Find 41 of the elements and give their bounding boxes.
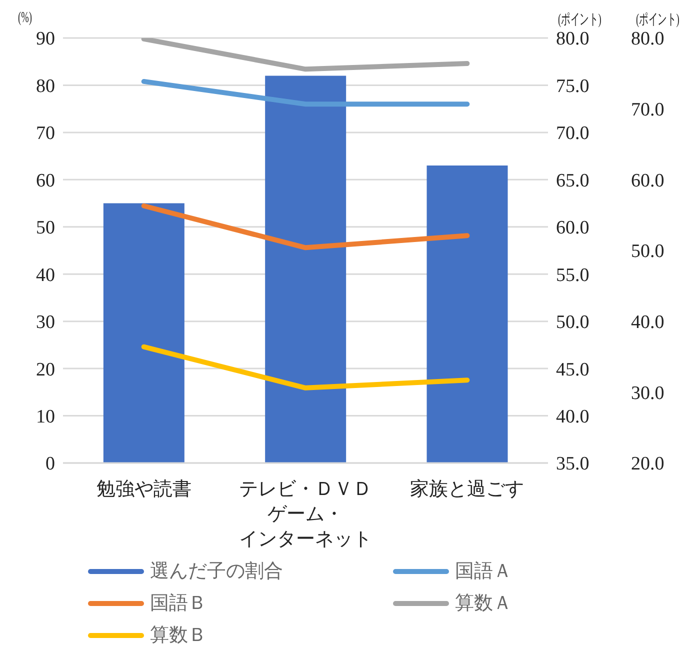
legend-label: 算数Ｂ <box>150 624 207 648</box>
y2-tick-label: 75.0 <box>556 76 590 97</box>
y3-tick-label: 60.0 <box>631 170 664 192</box>
y2-tick-label: 80.0 <box>556 28 590 50</box>
y2-tick-label: 45.0 <box>556 359 590 380</box>
y2-tick-label: 60.0 <box>556 218 590 239</box>
y2-tick-label: 40.0 <box>556 406 590 428</box>
y3-tick-label: 50.0 <box>631 241 664 262</box>
y3-tick-label: 70.0 <box>631 100 664 121</box>
y-axis-title: (%) <box>18 10 32 27</box>
y3-tick-label: 20.0 <box>631 454 664 475</box>
legend-label: 国語Ｂ <box>150 592 207 616</box>
y3-tick-label: 40.0 <box>631 312 664 334</box>
y-tick-label: 20 <box>36 359 55 380</box>
legend-label: 国語Ａ <box>455 560 512 584</box>
bar <box>426 166 508 463</box>
y2-axis-title: (ポイント) <box>558 11 602 29</box>
y2-tick-label: 65.0 <box>556 170 590 192</box>
y-tick-label: 40 <box>36 264 55 286</box>
y2-tick-label: 55.0 <box>556 264 590 286</box>
bar <box>103 203 184 463</box>
y-tick-label: 30 <box>36 312 55 334</box>
y-tick-label: 60 <box>36 170 55 192</box>
y3-tick-label: 30.0 <box>631 382 664 404</box>
y3-tick-label: 80.0 <box>631 28 664 50</box>
x-tick-label: 家族と過ごす <box>410 478 524 500</box>
y2-tick-label: 70.0 <box>556 123 590 144</box>
legend-label: 算数Ａ <box>455 592 512 616</box>
y-tick-label: 70 <box>36 123 55 144</box>
y-tick-label: 90 <box>36 28 55 50</box>
y-tick-label: 50 <box>36 218 55 239</box>
y2-tick-label: 50.0 <box>556 312 590 334</box>
y-tick-label: 10 <box>36 406 55 428</box>
y3-axis-title: (ポイント) <box>636 11 680 29</box>
y-tick-label: 80 <box>36 76 55 97</box>
bar <box>265 76 346 463</box>
y-tick-label: 0 <box>46 454 55 475</box>
legend-label: 選んだ子の割合 <box>150 560 283 584</box>
x-tick-label: 勉強や読書 <box>96 479 192 500</box>
y2-tick-label: 35.0 <box>556 454 590 475</box>
x-tick-label: テレビ・ＤＶＤゲーム・インターネット <box>239 479 372 550</box>
